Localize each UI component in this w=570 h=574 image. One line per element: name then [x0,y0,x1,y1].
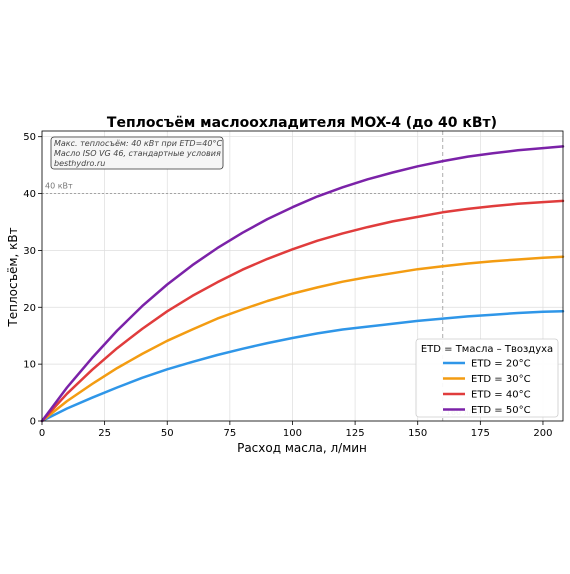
y-tick-label: 0 [30,417,36,428]
legend-title: ETD = Тмасла – Твоздуха [421,344,553,355]
x-tick-label: 0 [39,428,45,439]
legend-entry: ETD = 30°C [471,374,531,385]
x-tick-label: 175 [471,428,490,439]
y-tick-label: 50 [23,132,36,143]
x-axis-label: Расход масла, л/мин [237,441,367,455]
series-line [40,310,565,423]
legend-entry: ETD = 50°C [471,405,531,416]
x-tick-label: 150 [408,428,427,439]
annotation-box-frame [50,136,224,170]
legend-entry: ETD = 40°C [471,390,531,401]
series-lines [40,145,565,423]
x-tick-label: 200 [533,428,552,439]
chart-title: Теплосъём маслоохладителя MOX-4 (до 40 к… [107,115,497,131]
y-tick-label: 40 [23,189,36,200]
legend-frame [415,338,559,418]
legend-entry: ETD = 20°C [471,359,531,370]
legend-items: ETD = 20°C ETD = 30°C ETD = 40°C ETD = 50°C [443,359,531,416]
x-tick-label: 125 [346,428,365,439]
y-axis-label: Теплосъём, кВт [6,227,20,327]
axis-ticks: 0 25 50 75 100 125 150 175 200 0 10 20 30 40 50 [23,132,552,439]
series-line [40,255,565,423]
x-tick-label: 50 [161,428,174,439]
annotation-line: besthydro.ru [54,159,105,168]
x-tick-label: 75 [223,428,236,439]
y-tick-label: 20 [23,303,36,314]
reference-label-horizontal: 40 кВт [45,182,73,191]
plot-frame [41,130,564,422]
annotation-line: Макс. теплосъём: 40 кВт при ETD=40°C [54,139,222,148]
annotation-box: Макс. теплосъём: 40 кВт при ETD=40°C Мас… [50,136,224,170]
y-tick-label: 30 [23,246,36,257]
x-tick-label: 25 [98,428,111,439]
x-tick-label: 100 [283,428,302,439]
series-line [40,199,565,423]
annotation-line: Масло ISO VG 46, стандартные условия [54,149,221,158]
y-tick-label: 10 [23,360,36,371]
series-line [40,145,565,423]
